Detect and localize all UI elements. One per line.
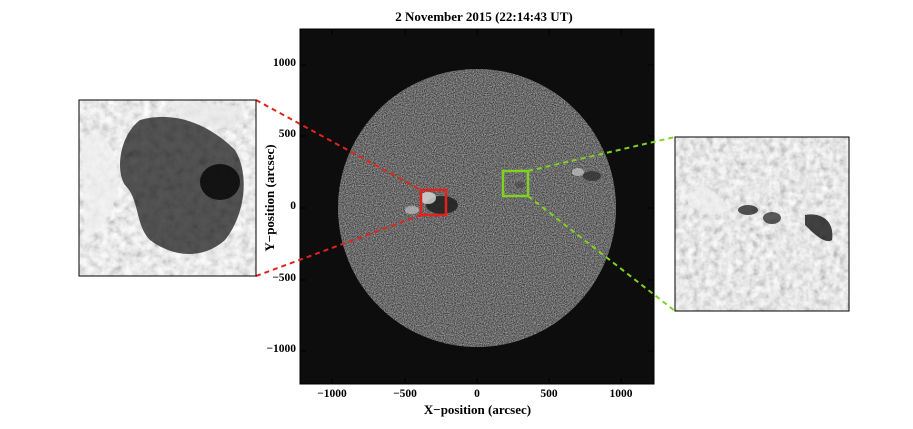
x-tick-label: −1000: [317, 388, 347, 400]
x-axis-label: X−position (arcsec): [423, 402, 532, 417]
green-region-box[interactable]: [501, 169, 530, 198]
y-axis-label: Y−position (arcsec): [262, 144, 277, 252]
y-tick-label: −1000: [266, 343, 296, 355]
left-inset-image: [78, 99, 257, 277]
x-tick-label: −500: [393, 388, 417, 400]
solar-disk: [338, 69, 616, 347]
y-tick-label: 500: [278, 128, 296, 140]
y-tick-label: −500: [272, 272, 296, 284]
figure-title: 2 November 2015 (22:14:43 UT): [395, 9, 573, 24]
red-connector-top: [255, 99, 422, 191]
green-connector-top: [527, 136, 676, 172]
axis-ticks: [300, 29, 654, 384]
x-tick-label: 1000: [609, 388, 633, 400]
red-region-box[interactable]: [419, 188, 448, 217]
x-tick-label: 0: [474, 388, 480, 400]
y-tick-label: 1000: [273, 57, 296, 69]
right-inset-image: [674, 136, 850, 312]
y-tick-label: 0: [290, 200, 296, 212]
x-tick-label: 500: [540, 388, 558, 400]
green-connector-bottom: [527, 195, 676, 312]
active-region-features: [405, 168, 601, 214]
red-connector-bottom: [255, 214, 422, 277]
